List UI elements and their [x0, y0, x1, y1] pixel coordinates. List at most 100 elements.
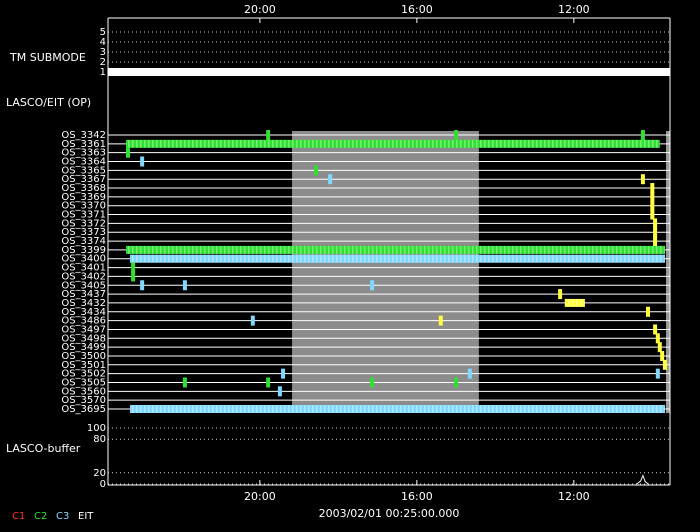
event [655, 333, 660, 344]
row-label: OS_3342 [61, 130, 106, 141]
span-hatch [564, 298, 585, 307]
event [140, 156, 145, 167]
row-label: OS_3374 [61, 236, 106, 247]
event [182, 377, 187, 388]
event [266, 377, 271, 388]
event [277, 386, 282, 397]
row-label: OS_3502 [61, 369, 106, 380]
event [131, 271, 136, 282]
row-label: OS_3373 [61, 227, 106, 238]
row-label: OS_3505 [61, 377, 106, 388]
y-tick-label: 1 [100, 67, 106, 78]
row-label: OS_3501 [61, 360, 106, 371]
row-label: OS_3498 [61, 333, 106, 344]
event [370, 280, 375, 291]
event [454, 377, 459, 388]
y-tick-label: 20 [93, 468, 106, 479]
row-label: OS_3570 [61, 395, 106, 406]
event [655, 368, 660, 379]
row-label: OS_3399 [61, 245, 106, 256]
event [657, 342, 662, 353]
edge-band [666, 131, 670, 413]
event [640, 174, 645, 185]
row-label: OS_3499 [61, 342, 106, 353]
y-tick-label: 2 [100, 57, 106, 68]
row-label: OS_3560 [61, 386, 106, 397]
event [662, 359, 667, 370]
event [653, 324, 658, 335]
span-hatch [126, 139, 660, 148]
event [131, 262, 136, 273]
event [653, 218, 658, 229]
x-tick-label: 16:00 [401, 3, 433, 16]
x-tick-label: 12:00 [558, 3, 590, 16]
event [640, 130, 645, 140]
event [650, 183, 655, 194]
panel-label: LASCO/EIT (OP) [6, 96, 91, 109]
row-label: OS_3364 [61, 157, 106, 168]
legend-entry: EIT [78, 511, 94, 522]
event [653, 236, 658, 247]
date-label: 2003/02/01 00:25:00.000 [319, 507, 460, 520]
event [314, 165, 319, 176]
row-label: OS_3371 [61, 210, 106, 221]
x-tick-label: 12:00 [558, 490, 590, 503]
y-tick-label: 0 [100, 479, 106, 490]
span-hatch [126, 245, 665, 254]
row-label: OS_3497 [61, 324, 106, 335]
row-label: OS_3405 [61, 280, 106, 291]
y-tick-label: 3 [100, 47, 106, 58]
y-tick-label: 4 [100, 37, 106, 48]
span-hatch [129, 254, 665, 263]
row-label: OS_3363 [61, 148, 106, 159]
event [140, 280, 145, 291]
row-label: OS_3365 [61, 165, 106, 176]
row-label: OS_3401 [61, 263, 106, 274]
row-label: OS_3400 [61, 254, 106, 265]
event [650, 191, 655, 202]
event [650, 209, 655, 220]
event [328, 174, 333, 185]
y-tick-label: 100 [87, 423, 106, 434]
event [653, 227, 658, 238]
row-label: OS_3372 [61, 218, 106, 229]
panel-label: TM SUBMODE [9, 51, 86, 64]
x-tick-label: 20:00 [244, 490, 276, 503]
row-label: OS_3361 [61, 139, 106, 150]
event [467, 368, 472, 379]
row-label: OS_3500 [61, 351, 106, 362]
row-label: OS_3437 [61, 289, 106, 300]
x-tick-label: 16:00 [401, 490, 433, 503]
legend-entry: C2 [34, 511, 47, 522]
x-tick-label: 20:00 [244, 3, 276, 16]
event [126, 147, 131, 158]
row-label: OS_3368 [61, 183, 106, 194]
event [454, 130, 459, 140]
row-label: OS_3369 [61, 192, 106, 203]
shaded-range [292, 131, 479, 413]
event [266, 130, 271, 140]
submode-bar [108, 68, 670, 76]
event [650, 200, 655, 211]
row-label: OS_3434 [61, 307, 106, 318]
event [660, 350, 665, 361]
legend-entry: C3 [56, 511, 69, 522]
row-label: OS_3486 [61, 316, 106, 327]
buffer-line [636, 474, 649, 485]
panel-label: LASCO-buffer [6, 442, 81, 455]
event [438, 315, 443, 326]
span-hatch [129, 405, 665, 413]
legend-entry: C1 [12, 511, 25, 522]
y-tick-label: 5 [100, 27, 106, 38]
event [558, 289, 563, 300]
row-label: OS_3370 [61, 201, 106, 212]
event [370, 377, 375, 388]
event [182, 280, 187, 291]
row-label: OS_3695 [61, 404, 106, 415]
row-label: OS_3432 [61, 298, 106, 309]
event [646, 306, 651, 317]
event [281, 368, 286, 379]
event [250, 315, 255, 326]
